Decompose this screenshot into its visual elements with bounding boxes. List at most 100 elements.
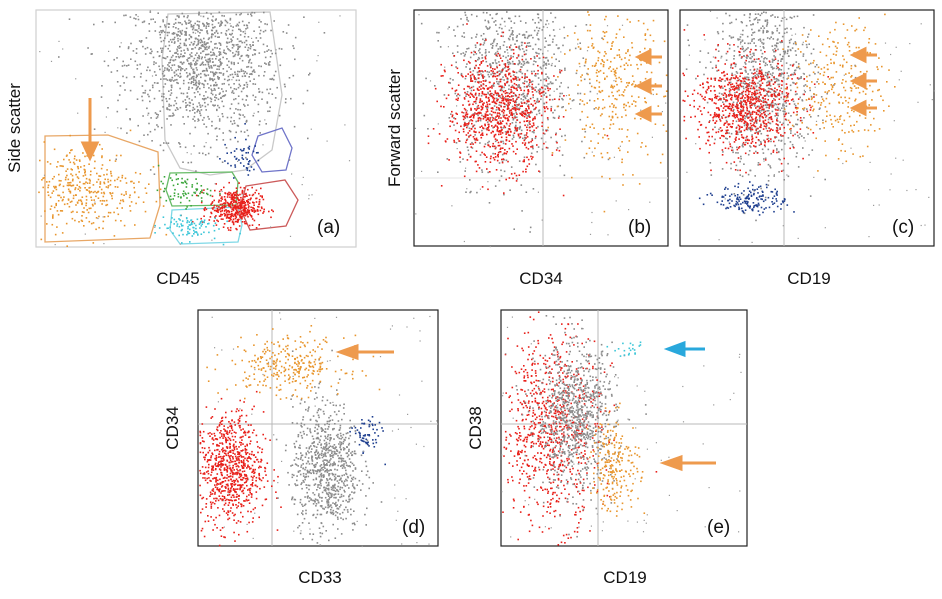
point-red (232, 218, 235, 221)
point-gray (534, 74, 536, 77)
point-red (510, 113, 513, 116)
point-gray (747, 42, 750, 45)
point-red (235, 194, 238, 197)
point-gray (782, 103, 784, 106)
point-red (238, 182, 240, 184)
point-red (242, 200, 244, 202)
point-gray (793, 82, 795, 84)
point-gray (190, 81, 193, 83)
point-red (475, 64, 477, 67)
point-gray (543, 102, 545, 105)
point-gray (481, 114, 483, 117)
point-speckle (456, 105, 458, 107)
point-red (477, 164, 479, 166)
point-orange (78, 171, 80, 173)
point-gray (714, 138, 716, 141)
point-gray (474, 139, 476, 141)
point-gray (770, 152, 772, 155)
point-gray (231, 39, 233, 42)
point-green (169, 177, 172, 179)
point-red (493, 97, 496, 100)
point-orange (43, 177, 45, 179)
point-gray (149, 52, 151, 54)
point-gray (537, 101, 540, 103)
point-cyan (166, 227, 168, 230)
point-red (248, 205, 250, 208)
point-gray (699, 61, 701, 63)
point-orange (600, 152, 603, 155)
point-red (502, 102, 505, 104)
point-gray (91, 53, 93, 55)
point-gray (522, 110, 525, 113)
point-gray (780, 87, 783, 90)
point-red (469, 143, 472, 145)
point-gray (232, 26, 234, 28)
point-speckle (456, 148, 458, 150)
point-gray (190, 52, 193, 54)
point-gray (511, 30, 514, 32)
point-red (476, 42, 479, 44)
point-orange (616, 54, 619, 57)
point-orange (68, 190, 71, 192)
point-cyan (213, 237, 216, 240)
point-orange (644, 97, 646, 99)
point-gray (517, 63, 520, 66)
point-gray (150, 117, 152, 119)
point-gray (490, 73, 492, 76)
point-navy (246, 158, 248, 161)
panel-c: (c) CD19 (679, 9, 936, 288)
point-gray (168, 69, 171, 71)
point-red (226, 196, 229, 198)
point-red (519, 105, 522, 107)
point-red (530, 140, 532, 143)
point-gray (503, 97, 506, 99)
point-gray (199, 106, 202, 108)
point-red (514, 107, 516, 109)
point-gray (148, 23, 150, 25)
point-red (497, 144, 500, 147)
point-gray (544, 88, 547, 90)
point-orange (616, 116, 619, 119)
point-red (212, 208, 214, 210)
point-orange (114, 186, 117, 188)
point-red (459, 156, 461, 159)
point-gray (722, 30, 724, 33)
point-orange (90, 196, 92, 199)
point-gray (215, 84, 218, 87)
point-gray (200, 39, 203, 42)
point-gray (479, 70, 482, 73)
point-gray (242, 70, 245, 72)
point-gray (791, 47, 794, 49)
point-red (545, 146, 548, 149)
point-red (535, 135, 537, 138)
point-red (509, 134, 511, 137)
point-gray (119, 85, 122, 87)
point-gray (136, 68, 139, 70)
point-gray (807, 133, 809, 135)
point-gray (491, 42, 494, 45)
point-red (508, 125, 511, 127)
point-red (209, 216, 212, 218)
point-gray (202, 152, 204, 155)
point-red (503, 110, 506, 112)
point-gray (185, 72, 188, 74)
point-gray (742, 103, 745, 106)
point-gray (753, 52, 755, 55)
point-gray (796, 66, 798, 69)
point-orange (52, 190, 55, 192)
point-red (496, 125, 499, 128)
point-gray (762, 152, 765, 154)
point-gray (153, 63, 155, 66)
point-gray (193, 79, 195, 81)
point-gray (494, 20, 497, 22)
point-red (470, 77, 472, 80)
point-red (454, 118, 457, 120)
point-gray (536, 52, 538, 55)
point-red (531, 72, 533, 75)
point-gray (761, 52, 764, 55)
point-red (513, 52, 515, 55)
point-gray (703, 73, 705, 76)
point-gray (239, 109, 242, 111)
point-gray (456, 95, 458, 97)
point-gray (506, 49, 509, 51)
